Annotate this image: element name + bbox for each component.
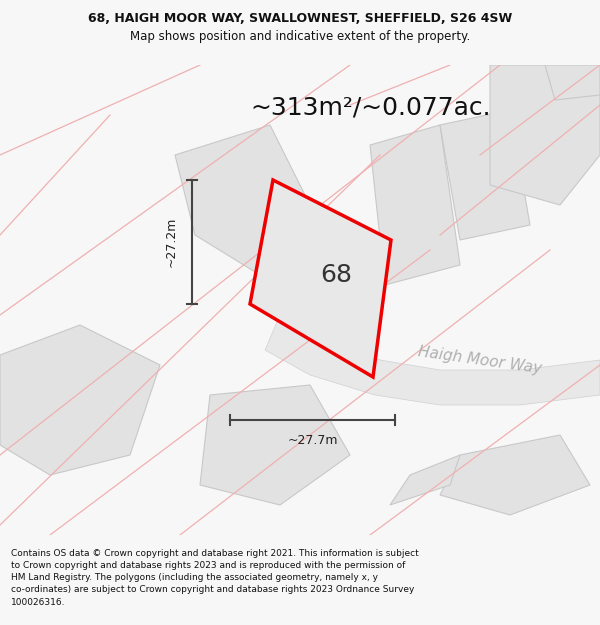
Text: ~27.2m: ~27.2m (165, 217, 178, 268)
Text: Contains OS data © Crown copyright and database right 2021. This information is : Contains OS data © Crown copyright and d… (11, 549, 419, 607)
Polygon shape (440, 110, 530, 240)
Text: Haigh Moor Way: Haigh Moor Way (417, 344, 543, 376)
Polygon shape (440, 435, 590, 515)
Polygon shape (490, 65, 600, 205)
Text: Map shows position and indicative extent of the property.: Map shows position and indicative extent… (130, 30, 470, 43)
Text: ~27.7m: ~27.7m (287, 434, 338, 447)
Polygon shape (390, 455, 460, 505)
Polygon shape (265, 315, 600, 405)
Polygon shape (250, 180, 391, 377)
Polygon shape (370, 125, 460, 285)
Polygon shape (175, 125, 320, 275)
Polygon shape (0, 325, 160, 475)
Polygon shape (200, 385, 350, 505)
Polygon shape (545, 65, 600, 100)
Text: ~313m²/~0.077ac.: ~313m²/~0.077ac. (250, 95, 491, 119)
Text: 68, HAIGH MOOR WAY, SWALLOWNEST, SHEFFIELD, S26 4SW: 68, HAIGH MOOR WAY, SWALLOWNEST, SHEFFIE… (88, 12, 512, 25)
Text: 68: 68 (321, 263, 353, 288)
